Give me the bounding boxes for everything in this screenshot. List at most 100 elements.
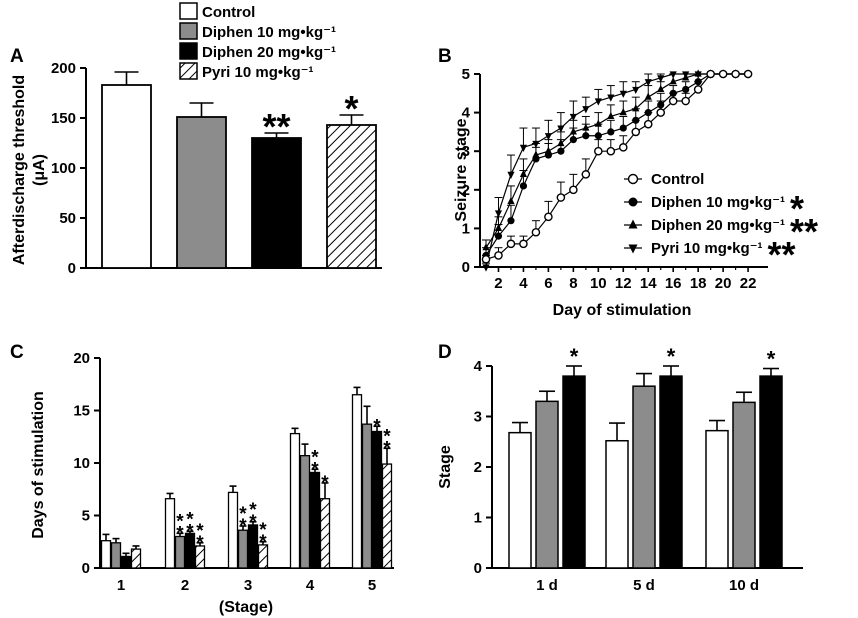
y-tick-label: 5	[82, 508, 90, 525]
bar	[605, 439, 629, 569]
data-point	[594, 132, 602, 140]
data-point	[581, 170, 591, 179]
significance-mark: *	[259, 520, 267, 541]
x-tick-label: 2	[494, 275, 502, 292]
data-point	[494, 232, 503, 240]
y-axis-label: Days of stimulation	[30, 391, 47, 539]
bar	[319, 498, 331, 569]
y-tick-label: 15	[73, 403, 90, 420]
data-point	[606, 146, 616, 156]
legend-swatch-diphen10	[179, 22, 198, 40]
legend-label: Control	[651, 171, 704, 188]
significance-mark: *	[383, 438, 391, 459]
panel-label-a: A	[10, 46, 24, 67]
data-point	[569, 113, 577, 122]
series-path	[485, 73, 749, 249]
data-point	[627, 173, 639, 185]
data-point	[594, 119, 602, 127]
significance-mark: *	[186, 509, 194, 530]
data-point	[607, 128, 615, 136]
significance-mark: *	[259, 532, 267, 553]
x-tick-label: 1 d	[536, 577, 558, 594]
data-point	[594, 146, 603, 156]
data-point	[532, 155, 540, 163]
significance-mark: *	[767, 347, 776, 372]
data-point	[632, 104, 640, 112]
y-axis-label-line: (μA)	[31, 154, 48, 186]
data-point	[607, 111, 615, 120]
legend-label-control: Control	[202, 4, 255, 21]
chart-panel-c: 0 5 10 15 20 Days of stimulation 1 2 3 4 5 (Stage) *…	[30, 350, 394, 616]
legend-significance-mark: **	[768, 234, 796, 275]
y-tick-label: 150	[51, 110, 76, 127]
x-tick-label: 5 d	[633, 577, 655, 594]
bar	[251, 137, 302, 269]
significance-mark: *	[311, 459, 319, 480]
y-tick-label: 100	[51, 160, 76, 177]
y-tick-label: 5	[462, 66, 470, 83]
bar	[289, 432, 301, 569]
data-point	[718, 69, 728, 79]
legend-swatch-diphen20	[179, 42, 198, 60]
data-point	[506, 239, 516, 249]
bar	[508, 431, 532, 569]
y-axis-label-line: Afterdischarge threshold	[11, 75, 28, 265]
data-point	[519, 144, 528, 152]
data-point	[544, 151, 553, 159]
bar	[194, 545, 206, 569]
chart-panel-d: 0 1 2 3 4 Stage 1 d 5 d 10 d * * *	[437, 344, 803, 594]
data-point	[743, 69, 753, 79]
bar	[184, 532, 196, 569]
legend-label-diphen10: Diphen 10 mg•kg⁻¹	[202, 24, 336, 41]
bar	[732, 401, 756, 569]
significance-mark: *	[196, 533, 204, 554]
data-point	[628, 244, 638, 254]
data-point	[569, 185, 578, 195]
y-axis-label: Seizure stage	[453, 118, 470, 221]
bar	[381, 463, 393, 569]
y-tick-label: 2	[474, 459, 482, 476]
bar	[562, 375, 586, 569]
data-point	[693, 85, 703, 94]
data-point	[557, 125, 565, 133]
y-tick-label: 0	[462, 259, 470, 276]
data-point	[681, 96, 690, 106]
y-axis-label: Stage	[437, 445, 454, 489]
data-point	[519, 239, 528, 249]
series-line	[481, 69, 753, 264]
legend-significance-mark: **	[790, 211, 818, 252]
y-tick-label: 3	[474, 409, 482, 426]
y-tick-label: 10	[73, 455, 90, 472]
x-tick-label: 8	[569, 275, 577, 292]
bar	[705, 429, 729, 569]
x-tick-label: 4	[306, 577, 315, 594]
x-tick-label: 3	[244, 577, 252, 594]
bar	[227, 491, 239, 569]
data-point	[531, 227, 541, 237]
data-point	[656, 108, 666, 117]
y-tick-label: 200	[51, 60, 76, 77]
y-tick-label: 20	[73, 350, 90, 367]
data-point	[619, 108, 627, 116]
x-tick-label: 10	[590, 275, 607, 292]
significance-mark: *	[570, 344, 579, 369]
y-axis-label: Afterdischarge threshold (μA)	[11, 75, 48, 265]
bar	[759, 375, 783, 569]
data-point	[682, 73, 690, 81]
x-tick-label: 6	[544, 275, 552, 292]
legend-label: Diphen 10 mg•kg⁻¹	[651, 194, 785, 211]
legend-label: Diphen 20 mg•kg⁻¹	[651, 217, 785, 234]
y-tick-label: 1	[474, 510, 482, 527]
x-tick-label: 14	[640, 275, 657, 292]
legend-a: Control Diphen 10 mg•kg⁻¹ Diphen 20 mg•k…	[179, 2, 336, 81]
bar	[110, 542, 122, 569]
y-tick-label: 1	[462, 220, 470, 237]
data-point	[569, 136, 577, 144]
x-axis-label: (Stage)	[219, 599, 273, 616]
bar	[351, 394, 363, 569]
legend-label-pyri10: Pyri 10 mg•kg⁻¹	[202, 64, 314, 81]
significance-mark: *	[176, 511, 184, 532]
bar	[100, 540, 112, 569]
bar	[326, 124, 377, 269]
